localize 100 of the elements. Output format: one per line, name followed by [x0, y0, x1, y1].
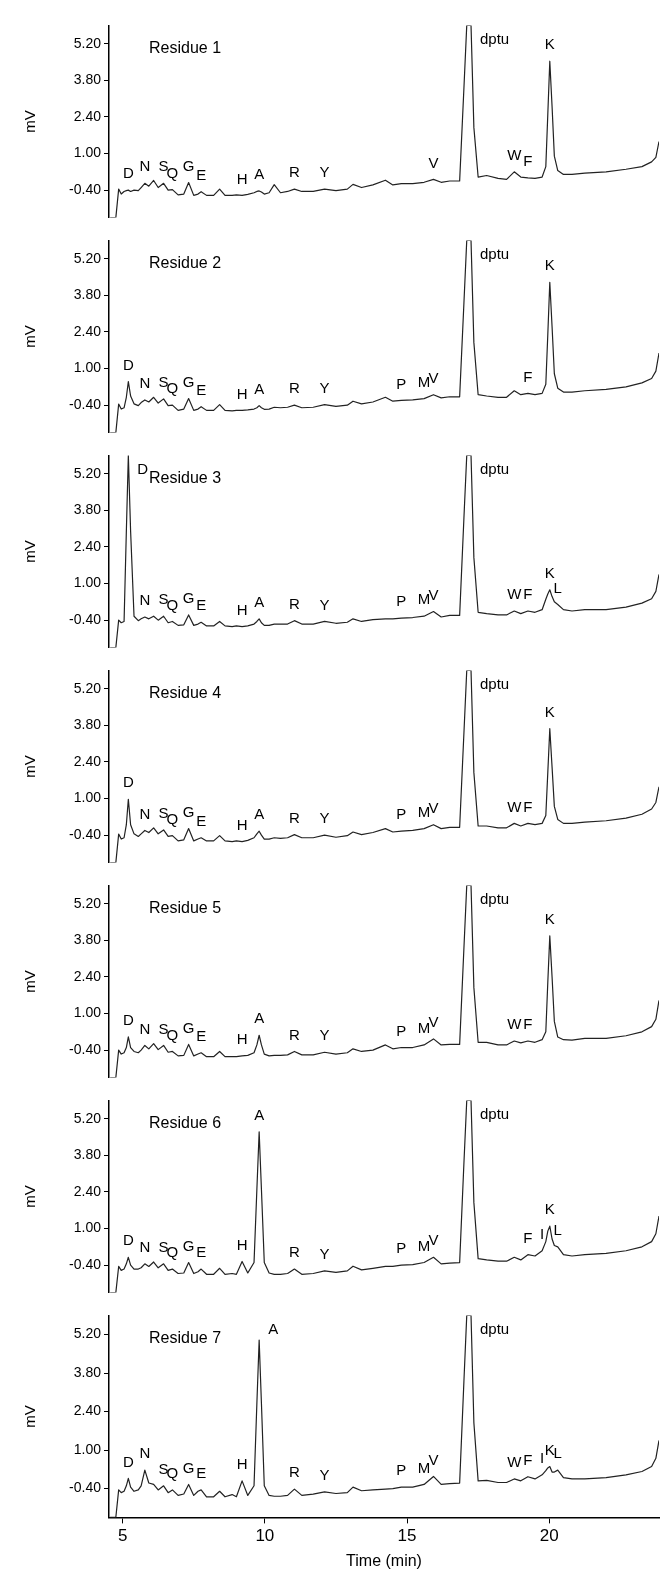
text: Residue 3	[149, 468, 222, 486]
annotation: I	[540, 1448, 545, 1466]
annotation: A	[254, 165, 265, 183]
annotation: L	[553, 1220, 562, 1238]
annotation: V	[428, 1231, 439, 1249]
annotation: N	[139, 1444, 151, 1462]
text: Residue 5	[149, 898, 222, 916]
y-tick-label: 2.40	[73, 107, 102, 124]
annotation: W	[507, 145, 523, 163]
annotation: G	[182, 372, 195, 390]
annotation: D	[122, 773, 134, 791]
annotation: K	[544, 563, 555, 581]
y-axis-title: mV	[21, 970, 39, 993]
annotation: F	[523, 1450, 533, 1468]
annotation: W	[507, 1453, 523, 1471]
x-tick-label: 10	[255, 1526, 275, 1546]
annotation: W	[507, 585, 523, 603]
text: Residue 1	[149, 38, 222, 56]
annotation: Y	[319, 809, 330, 827]
annotation: A	[254, 1009, 265, 1027]
y-axis-title: mV	[21, 540, 39, 563]
annotation: G	[182, 1236, 195, 1254]
y-tick-label: 3.80	[73, 716, 102, 733]
y-tick-label: 5.20	[73, 1325, 102, 1342]
annotation: H	[236, 600, 248, 618]
annotation: E	[196, 165, 207, 183]
annotation: V	[428, 153, 439, 171]
annotation: P	[396, 592, 407, 610]
annotation: dptu	[480, 244, 510, 262]
annotation: E	[196, 1026, 207, 1044]
annotation: Y	[319, 1465, 330, 1483]
y-tick-label: 1.00	[73, 1004, 102, 1021]
annotation: M	[417, 1458, 431, 1476]
annotation: R	[289, 1025, 300, 1043]
annotation: E	[196, 1243, 207, 1261]
y-tick-label: 5.20	[73, 1109, 102, 1126]
y-axis-title: mV	[21, 1405, 39, 1428]
annotation: A	[254, 379, 265, 397]
text: Residue 4	[149, 683, 222, 701]
y-tick-label: 1.00	[73, 574, 102, 591]
annotation: W	[507, 797, 523, 815]
y-tick-label: 2.40	[73, 1182, 102, 1199]
y-tick-label: 5.20	[73, 249, 102, 266]
annotation: Y	[319, 163, 330, 181]
y-tick-label: 1.00	[73, 144, 102, 161]
annotation: dptu	[480, 29, 510, 47]
y-axis-title: mV	[21, 325, 39, 348]
annotation: A	[268, 1319, 279, 1337]
y-tick-label: -0.40	[69, 1041, 102, 1057]
annotation: P	[396, 805, 407, 823]
annotation: H	[236, 1454, 248, 1472]
annotation: G	[182, 1018, 195, 1036]
annotation: dptu	[480, 889, 510, 907]
annotation: H	[236, 169, 248, 187]
annotation: N	[139, 1237, 151, 1255]
y-tick-label: 1.00	[73, 1440, 102, 1457]
annotation: H	[236, 1235, 248, 1253]
annotation: R	[289, 808, 300, 826]
y-tick-label: 3.80	[73, 1146, 102, 1163]
annotation: Y	[319, 1026, 330, 1044]
annotation: P	[396, 1461, 407, 1479]
y-tick-label: -0.40	[69, 181, 102, 197]
annotation: R	[289, 1463, 300, 1481]
text: Residue 2	[149, 253, 222, 271]
text: Residue 6	[149, 1113, 222, 1131]
annotation: P	[396, 1239, 407, 1257]
annotation: F	[523, 1015, 533, 1033]
annotation: dptu	[480, 459, 510, 477]
annotation: F	[523, 367, 533, 385]
annotation: G	[182, 589, 195, 607]
y-tick-label: 1.00	[73, 359, 102, 376]
annotation: N	[139, 1019, 151, 1037]
y-tick-label: 5.20	[73, 464, 102, 481]
annotation: K	[544, 1440, 555, 1458]
annotation: K	[544, 910, 555, 928]
y-tick-label: 2.40	[73, 537, 102, 554]
annotation: F	[523, 797, 533, 815]
annotation: E	[196, 596, 207, 614]
text: Residue 7	[149, 1328, 222, 1346]
y-tick-label: 3.80	[73, 286, 102, 303]
annotation: D	[137, 459, 149, 477]
annotation: R	[289, 163, 300, 181]
annotation: H	[236, 1030, 248, 1048]
y-tick-label: 2.40	[73, 322, 102, 339]
annotation: W	[507, 1015, 523, 1033]
y-axis-title: mV	[21, 755, 39, 778]
annotation: D	[122, 1010, 134, 1028]
annotation: A	[254, 592, 265, 610]
x-tick-label: 20	[539, 1526, 559, 1546]
annotation: F	[523, 585, 533, 603]
annotation: H	[236, 384, 248, 402]
annotation: K	[544, 35, 555, 53]
annotation: P	[396, 374, 407, 392]
annotation: E	[196, 380, 207, 398]
y-axis-title: mV	[21, 1185, 39, 1208]
x-tick-label: 15	[397, 1526, 417, 1546]
annotation: G	[182, 1458, 195, 1476]
y-tick-label: 5.20	[73, 894, 102, 911]
annotation: F	[523, 1228, 533, 1246]
annotation: R	[289, 594, 300, 612]
